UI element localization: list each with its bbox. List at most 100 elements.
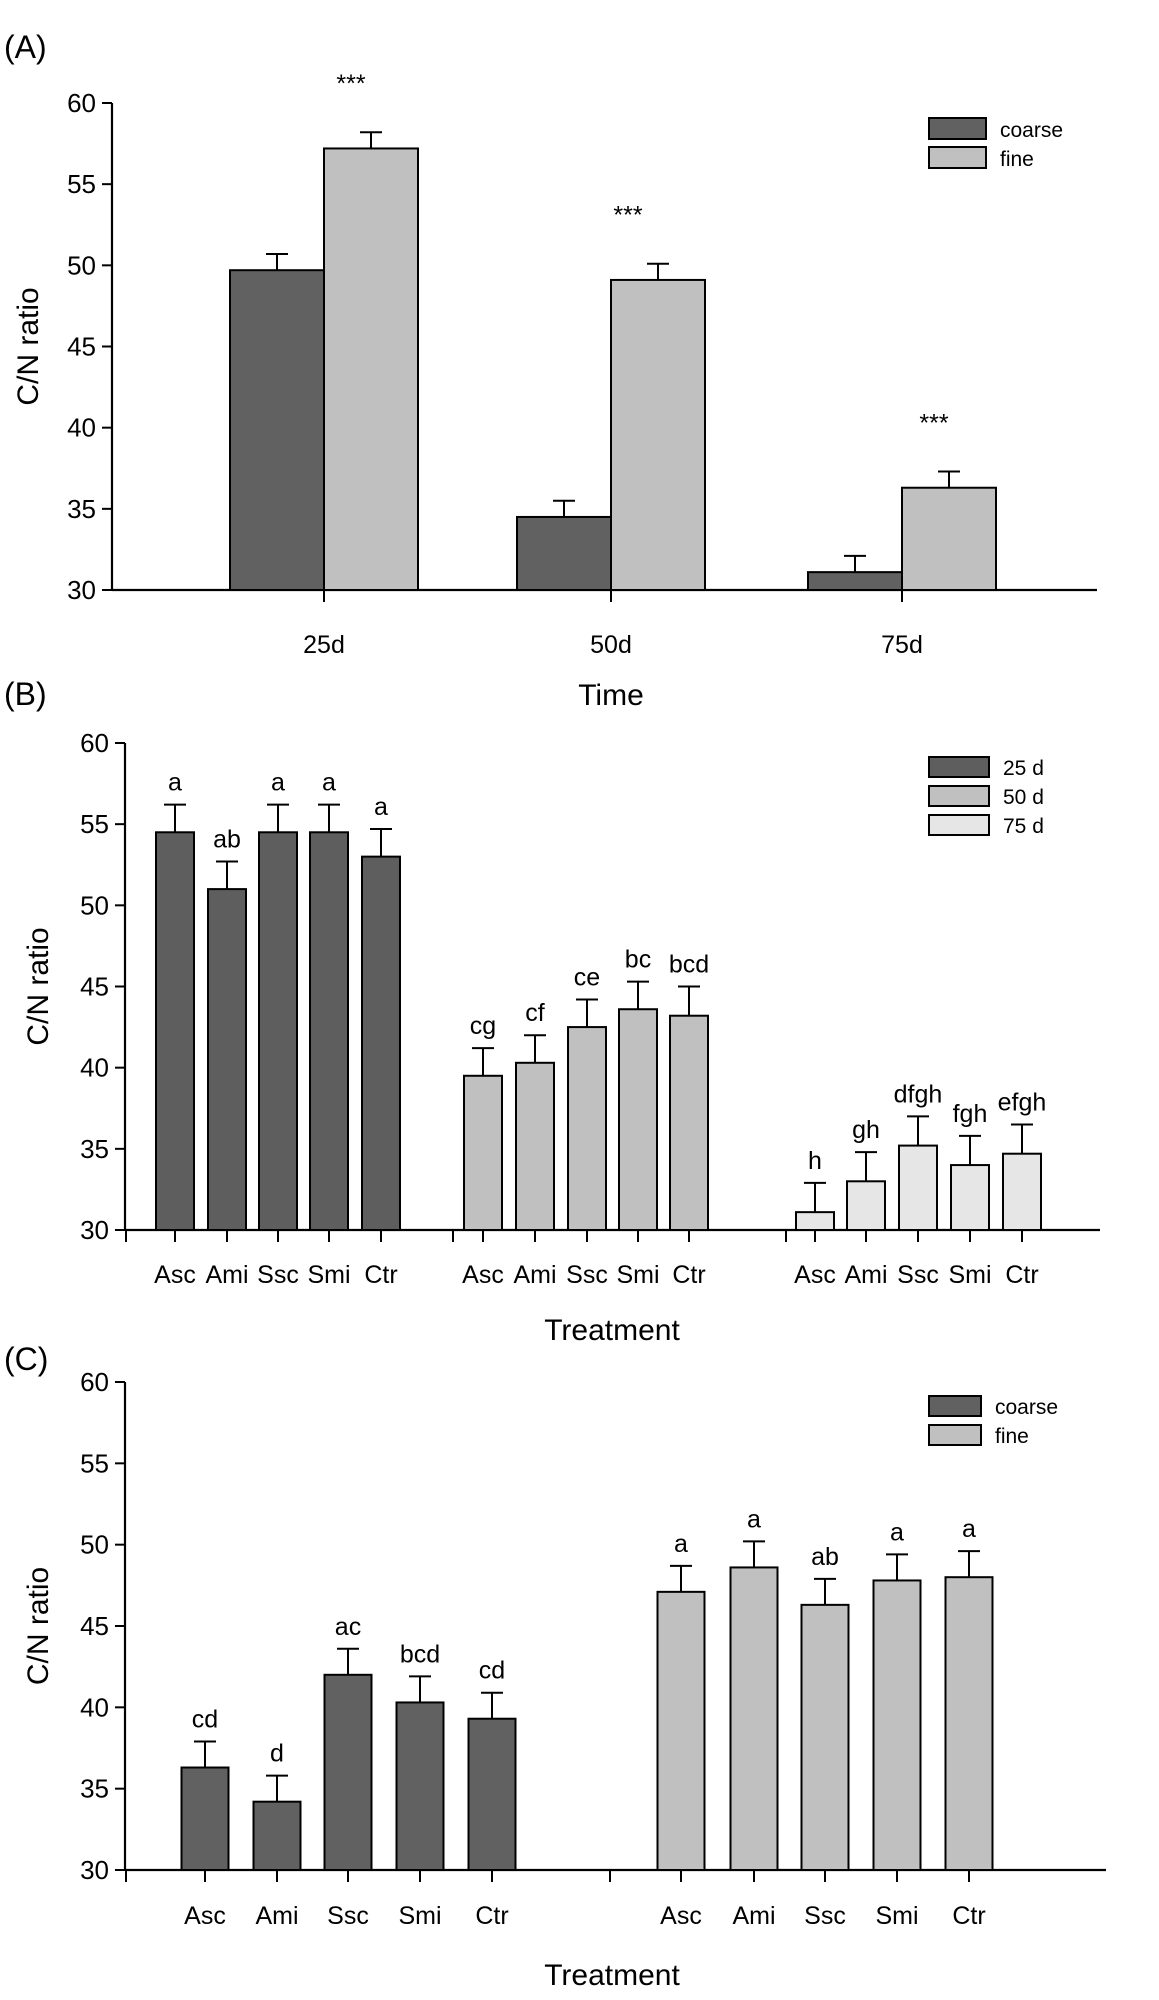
y-tick-label: 35 (67, 494, 96, 524)
bar-25d-Ctr (361, 855, 401, 1232)
significance-letter: cg (470, 1012, 496, 1040)
legend-swatch (928, 117, 987, 140)
x-tick-label: Smi (307, 1261, 350, 1289)
significance-letter: a (322, 769, 336, 797)
bar-fine-Ssc (800, 1603, 850, 1872)
bar-50d-Ctr (669, 1014, 709, 1231)
bar-75d-Smi (950, 1164, 990, 1231)
bar-coarse-Smi (395, 1701, 445, 1872)
x-tick-label: Ssc (804, 1902, 846, 1930)
y-tick-label: 40 (67, 413, 96, 443)
legend-label: 75 d (1003, 815, 1044, 838)
chart-panel-1: (A) 30 35 40 45 50 55 60 C/N ratio 25d *** 50d *** 75… (4, 29, 1097, 712)
legend-swatch (928, 1395, 982, 1417)
x-tick-label: Ctr (475, 1902, 508, 1930)
significance-letter: a (674, 1530, 688, 1558)
significance-letter: cd (192, 1705, 218, 1733)
significance-letter: bc (625, 946, 651, 974)
significance-annotation: *** (336, 70, 365, 98)
y-tick-label: 45 (67, 332, 96, 362)
bar-coarse-25d (229, 269, 325, 591)
bar-50d-Ssc (567, 1026, 607, 1232)
x-tick-label: Smi (875, 1902, 918, 1930)
x-tick-label: Ssc (566, 1261, 608, 1289)
bar-75d-Ctr (1002, 1152, 1042, 1232)
chart-panel-3: (C) 30 35 40 45 50 55 60 C/N ratio Asc Ami Ssc Smi Ct… (4, 1341, 1106, 1992)
bar-fine-Smi (872, 1579, 922, 1872)
x-tick-label: Asc (462, 1261, 504, 1289)
panel-label: (B) (4, 676, 47, 712)
legend-label: coarse (995, 1396, 1058, 1419)
bar-coarse-Ami (252, 1800, 302, 1872)
x-tick-label: Ami (513, 1261, 556, 1289)
x-tick-label: Ctr (364, 1261, 397, 1289)
panel-label: (A) (4, 29, 47, 65)
significance-letter: ab (811, 1543, 839, 1571)
y-tick-label: 35 (80, 1774, 109, 1804)
legend: coarse fine (928, 117, 1063, 171)
y-axis-title: C/N ratio (22, 1567, 55, 1685)
y-tick-label: 30 (67, 575, 96, 605)
bar-fine-75d (901, 486, 997, 592)
y-tick-label: 50 (80, 890, 109, 920)
bar-coarse-Ssc (323, 1673, 373, 1872)
significance-letter: ce (574, 963, 600, 991)
significance-letter: efgh (998, 1088, 1047, 1116)
y-tick-label: 45 (80, 1611, 109, 1641)
y-tick-label: 45 (80, 972, 109, 1002)
x-axis-title: Treatment (544, 1959, 680, 1992)
x-tick-label: Ami (205, 1261, 248, 1289)
y-tick-label: 60 (80, 728, 109, 758)
y-axis-title: C/N ratio (12, 287, 45, 405)
legend-label: 25 d (1003, 757, 1044, 780)
x-tick-label: 25d (303, 631, 345, 659)
legend-swatch (928, 814, 990, 836)
bar-fine-25d (323, 147, 419, 591)
x-tick-label: Ctr (952, 1902, 985, 1930)
bar-coarse-50d (516, 515, 612, 592)
bar-fine-Ctr (944, 1576, 994, 1871)
significance-letter: a (747, 1505, 761, 1533)
bar-25d-Ami (207, 888, 247, 1231)
significance-letter: a (890, 1518, 904, 1546)
y-axis-title: C/N ratio (22, 927, 55, 1045)
y-tick-label: 50 (67, 250, 96, 280)
y-tick-label: 60 (67, 88, 96, 118)
bar-coarse-75d (807, 571, 903, 591)
significance-annotation: *** (613, 202, 642, 230)
bar-50d-Smi (618, 1008, 658, 1232)
x-tick-label: Asc (154, 1261, 196, 1289)
bar-75d-Asc (795, 1211, 835, 1231)
legend-swatch (928, 785, 990, 807)
significance-letter: a (374, 793, 388, 821)
bar-75d-Ami (846, 1180, 886, 1232)
significance-letter: bcd (400, 1640, 440, 1668)
legend-swatch (928, 146, 987, 169)
x-tick-label: Asc (660, 1902, 702, 1930)
significance-letter: fgh (953, 1100, 988, 1128)
legend: coarse fine (928, 1395, 1058, 1448)
legend-label: fine (1000, 148, 1034, 171)
chart-panel-2: (B) 30 35 40 45 50 55 60 C/N ratio Asc Ami Ssc Smi Ct… (4, 676, 1100, 1347)
legend: 25 d 50 d 75 d (928, 756, 1044, 838)
y-tick-label: 55 (67, 169, 96, 199)
x-tick-label: Ctr (672, 1261, 705, 1289)
x-tick-label: Ami (255, 1902, 298, 1930)
legend-swatch (928, 1424, 982, 1446)
significance-letter: a (962, 1515, 976, 1543)
significance-letter: gh (852, 1116, 880, 1144)
x-tick-label: Ami (732, 1902, 775, 1930)
x-tick-label: Ssc (327, 1902, 369, 1930)
bar-25d-Asc (155, 831, 195, 1231)
bar-25d-Ssc (258, 831, 298, 1231)
bar-75d-Ssc (898, 1144, 938, 1231)
x-tick-label: Ssc (897, 1261, 939, 1289)
x-tick-label: Ami (844, 1261, 887, 1289)
y-tick-label: 55 (80, 1448, 109, 1478)
legend-swatch (928, 756, 990, 778)
bar-fine-Asc (656, 1590, 706, 1871)
legend-label: fine (995, 1425, 1029, 1448)
y-tick-label: 35 (80, 1134, 109, 1164)
y-tick-label: 50 (80, 1530, 109, 1560)
